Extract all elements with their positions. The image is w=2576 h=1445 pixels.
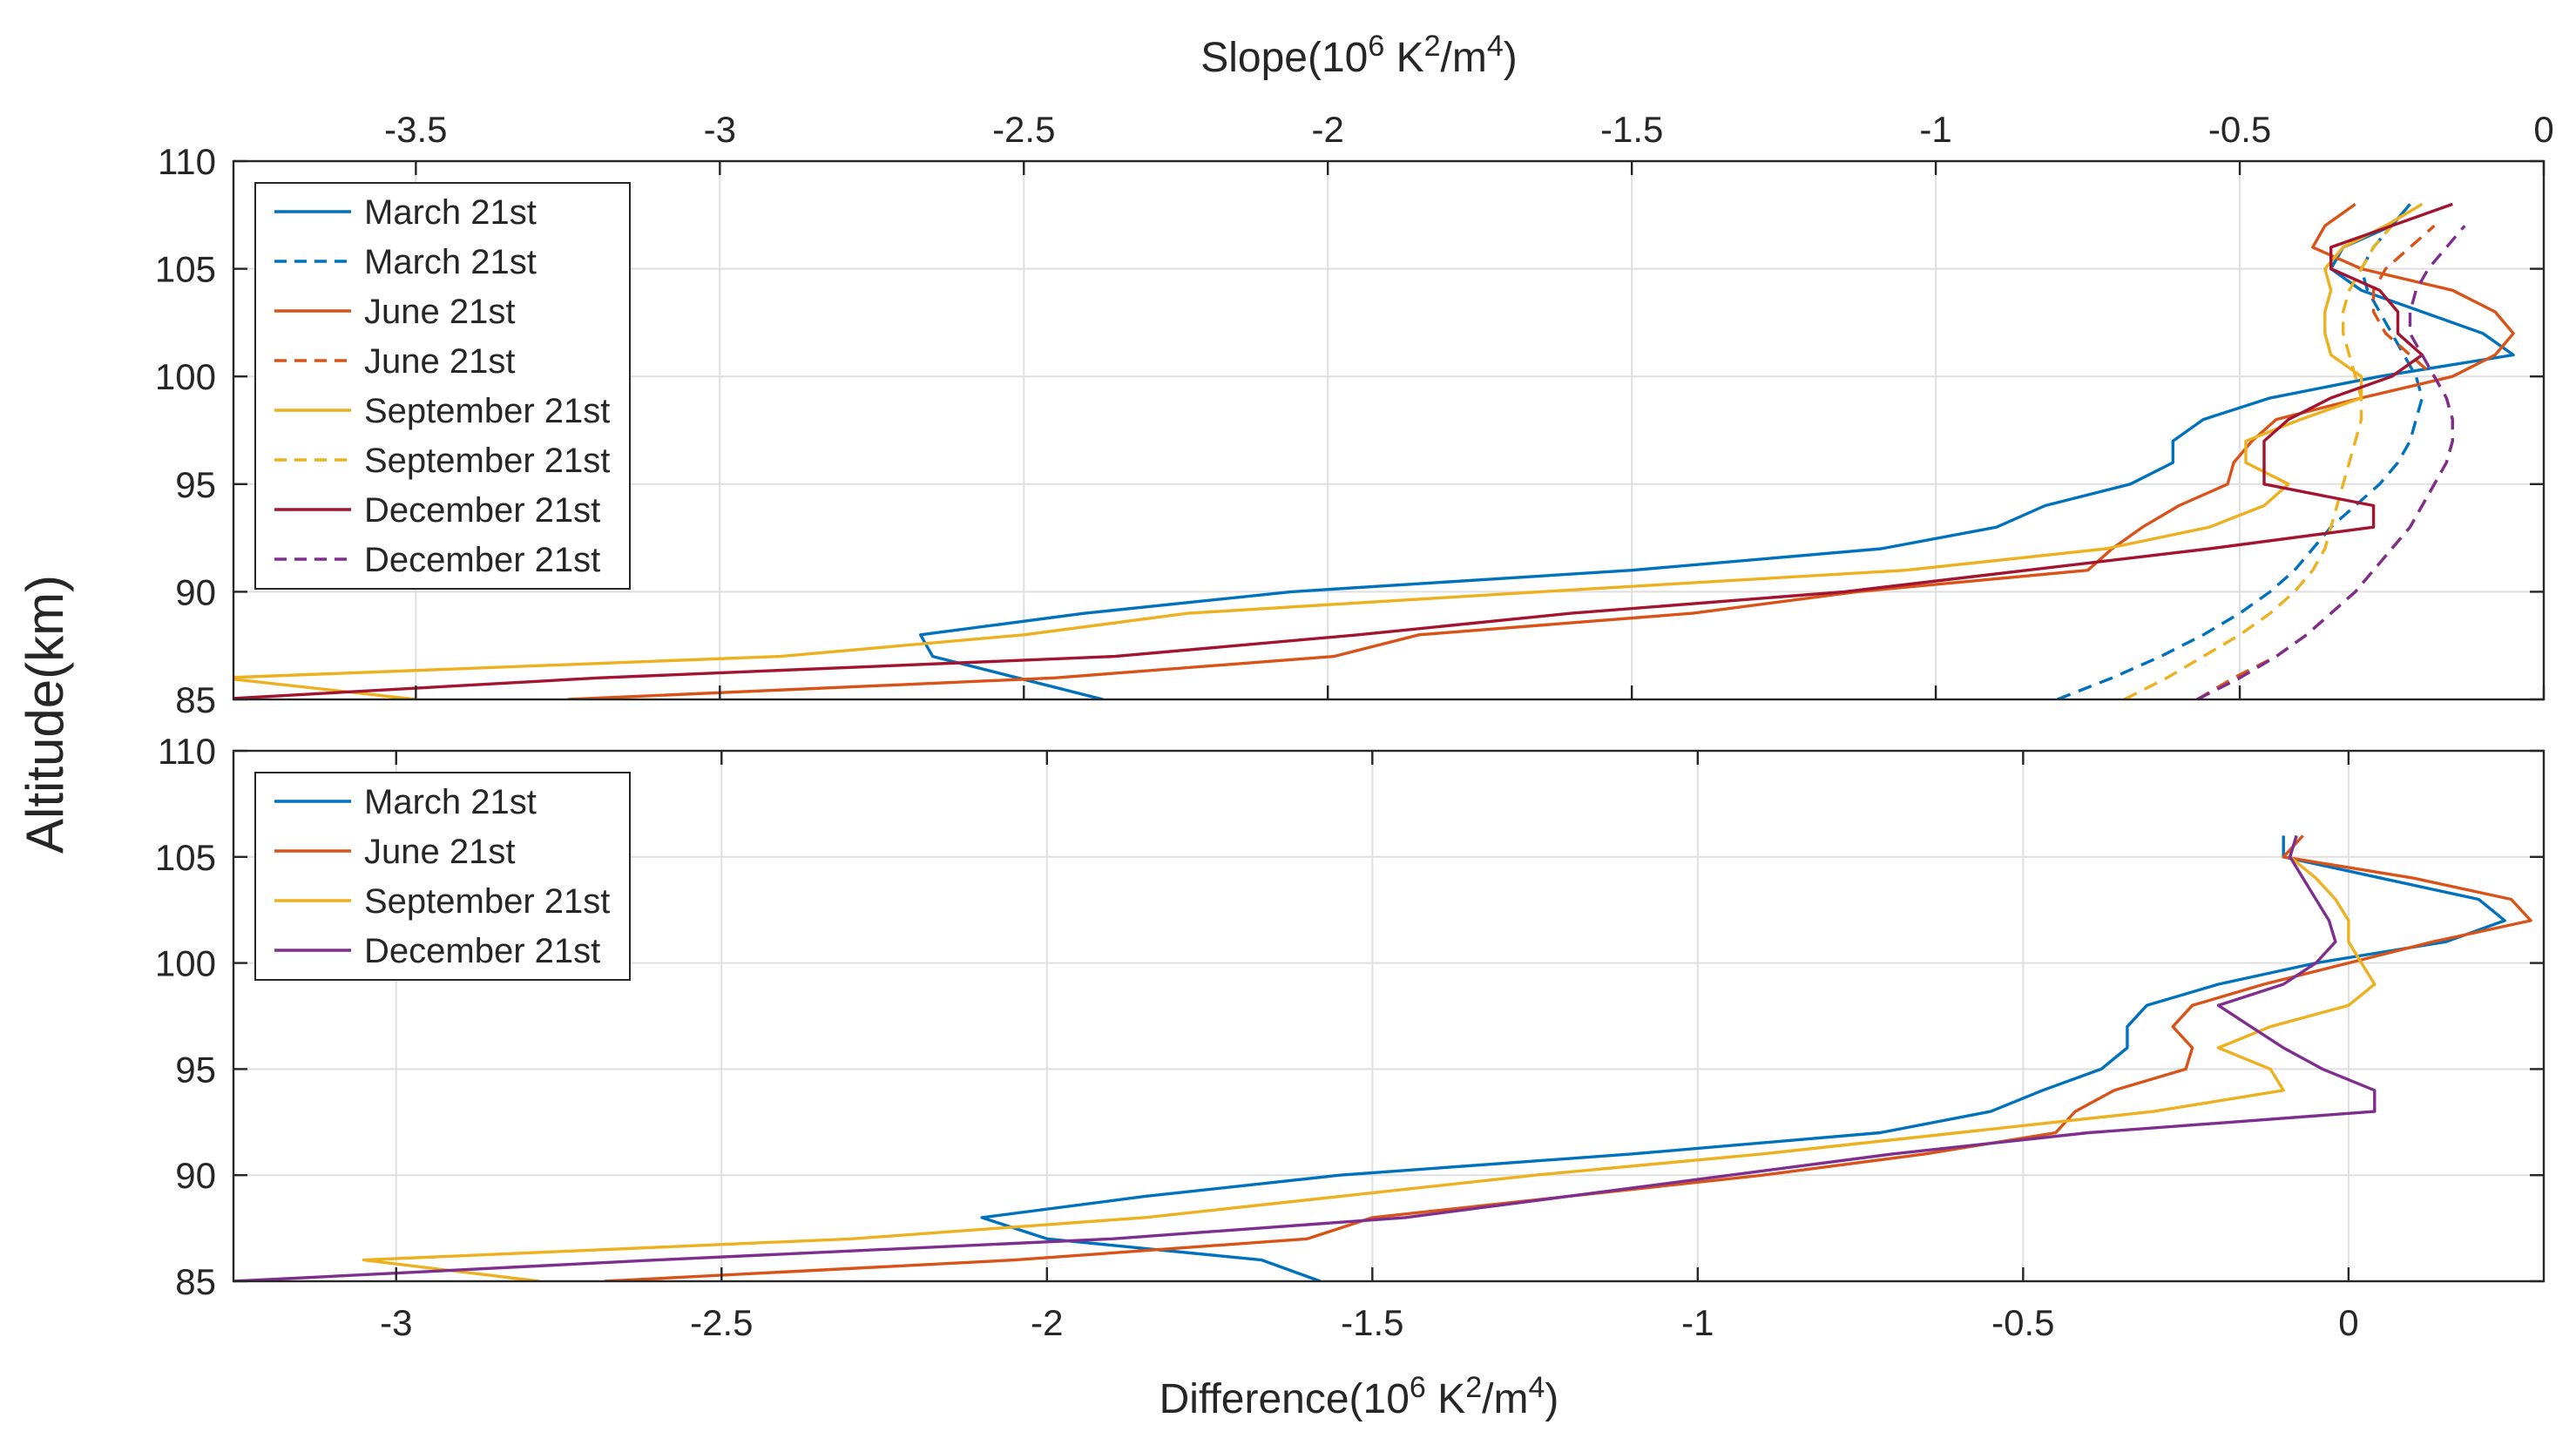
difference-legend: March 21st June 21st September 21st Decembe… xyxy=(254,772,631,981)
difference-series-group xyxy=(233,834,2532,1281)
slope-legend-label: March 21st xyxy=(364,243,537,281)
top-x-label-k: K xyxy=(1384,35,1423,81)
difference-y-tick-label: 90 xyxy=(175,1155,216,1196)
slope-y-tick-label: 105 xyxy=(155,249,216,290)
slope-legend-box xyxy=(254,182,631,590)
difference-x-tick-label: -2 xyxy=(1031,1302,1063,1343)
slope-series-line-september-21st-dashed xyxy=(2123,225,2393,699)
slope-legend-label: December 21st xyxy=(364,491,600,530)
difference-x-tick-label: -0.5 xyxy=(1991,1302,2054,1343)
difference-x-tick-label: -1.5 xyxy=(1341,1302,1403,1343)
difference-series-line-september-21st-solid xyxy=(362,834,2377,1281)
top-x-label-m: /m xyxy=(1441,35,1487,81)
difference-x-tick-label: -1 xyxy=(1681,1302,1714,1343)
slope-legend-label: September 21st xyxy=(364,442,610,480)
bottom-x-label-k: K xyxy=(1426,1376,1465,1422)
top-x-label-k-exp: 2 xyxy=(1424,30,1441,63)
difference-y-tick-label: 110 xyxy=(158,731,216,772)
slope-x-tick-label: -1 xyxy=(1919,109,1951,150)
slope-legend-label: March 21st xyxy=(364,193,537,232)
slope-legend-label: June 21st xyxy=(364,293,515,331)
top-x-label-close: ) xyxy=(1504,35,1518,81)
slope-y-tick-label: 90 xyxy=(175,571,216,612)
difference-legend-label: June 21st xyxy=(364,833,515,871)
bottom-x-label-k-exp: 2 xyxy=(1465,1371,1482,1404)
slope-x-tick-label: -3 xyxy=(704,109,736,150)
slope-series-line-june-21st-solid xyxy=(567,203,2515,699)
difference-x-tick-label: -2.5 xyxy=(690,1302,753,1343)
difference-legend-label: September 21st xyxy=(364,882,610,921)
slope-series-line-march-21st-solid xyxy=(918,203,2515,699)
difference-legend-label: December 21st xyxy=(364,932,600,970)
difference-chart-panel: -3 -2.5 -2 -1.5 -1 -0.5 0 85 90 95 100 105 110 March … xyxy=(155,731,2546,1343)
slope-x-tick-label: -0.5 xyxy=(2208,109,2271,150)
top-x-axis-label: Slope(106 K2/m4) xyxy=(1200,30,1518,81)
difference-series-line-june-21st-solid xyxy=(604,834,2532,1281)
slope-y-tick-label: 85 xyxy=(175,679,216,720)
difference-legend-box xyxy=(254,772,631,981)
slope-series-line-december-21st-solid xyxy=(233,202,2453,699)
difference-y-tick-label: 105 xyxy=(155,837,216,878)
top-x-label-exp: 6 xyxy=(1368,30,1384,63)
bottom-x-label-close: ) xyxy=(1545,1376,1558,1422)
bottom-x-label-m-exp: 4 xyxy=(1528,1371,1545,1404)
slope-x-tick-label: 0 xyxy=(2533,109,2553,150)
slope-series-group xyxy=(233,202,2515,699)
bottom-x-axis-label: Difference(106 K2/m4) xyxy=(1160,1371,1559,1422)
slope-axes-box xyxy=(232,159,2546,701)
difference-x-tick-label: -3 xyxy=(380,1302,412,1343)
slope-legend-label: June 21st xyxy=(364,342,515,381)
slope-legend-label: December 21st xyxy=(364,541,600,579)
slope-y-tick-label: 110 xyxy=(158,141,216,182)
slope-x-tick-label: -3.5 xyxy=(384,109,447,150)
slope-legend: March 21st March 21st June 21st June 21st Se… xyxy=(254,182,631,590)
slope-y-tick-label: 95 xyxy=(175,464,216,505)
slope-series-line-september-21st-solid xyxy=(233,202,2424,699)
slope-x-tick-label: -2 xyxy=(1312,109,1344,150)
bottom-x-label-prefix: Difference(10 xyxy=(1160,1376,1410,1422)
top-x-label-prefix: Slope(10 xyxy=(1200,35,1368,81)
slope-x-tick-label: -2.5 xyxy=(992,109,1055,150)
bottom-x-label-exp: 6 xyxy=(1410,1371,1426,1404)
difference-x-tick-label: 0 xyxy=(2338,1302,2358,1343)
slope-series-line-march-21st-dashed xyxy=(2057,225,2424,699)
slope-legend-label: September 21st xyxy=(364,392,610,430)
slope-x-tick-label: -1.5 xyxy=(1600,109,1663,150)
slope-series-line-december-21st-dashed xyxy=(2196,225,2466,699)
slope-y-tick-label: 100 xyxy=(155,356,216,397)
difference-legend-label: March 21st xyxy=(364,783,537,821)
difference-y-tick-label: 100 xyxy=(155,943,216,984)
difference-series-line-december-21st-solid xyxy=(233,834,2377,1281)
difference-series-line-march-21st-solid xyxy=(980,835,2506,1281)
y-axis-label: Altitude(km) xyxy=(16,575,74,854)
bottom-x-label-m: /m xyxy=(1482,1376,1528,1422)
difference-axes-box xyxy=(232,749,2546,1283)
difference-y-tick-label: 95 xyxy=(175,1049,216,1090)
difference-y-tick-label: 85 xyxy=(175,1261,216,1302)
top-x-label-m-exp: 4 xyxy=(1487,30,1504,63)
slope-chart-panel: -3.5 -3 -2.5 -2 -1.5 -1 -0.5 0 85 90 95 100 105 110 Ma… xyxy=(155,109,2554,720)
